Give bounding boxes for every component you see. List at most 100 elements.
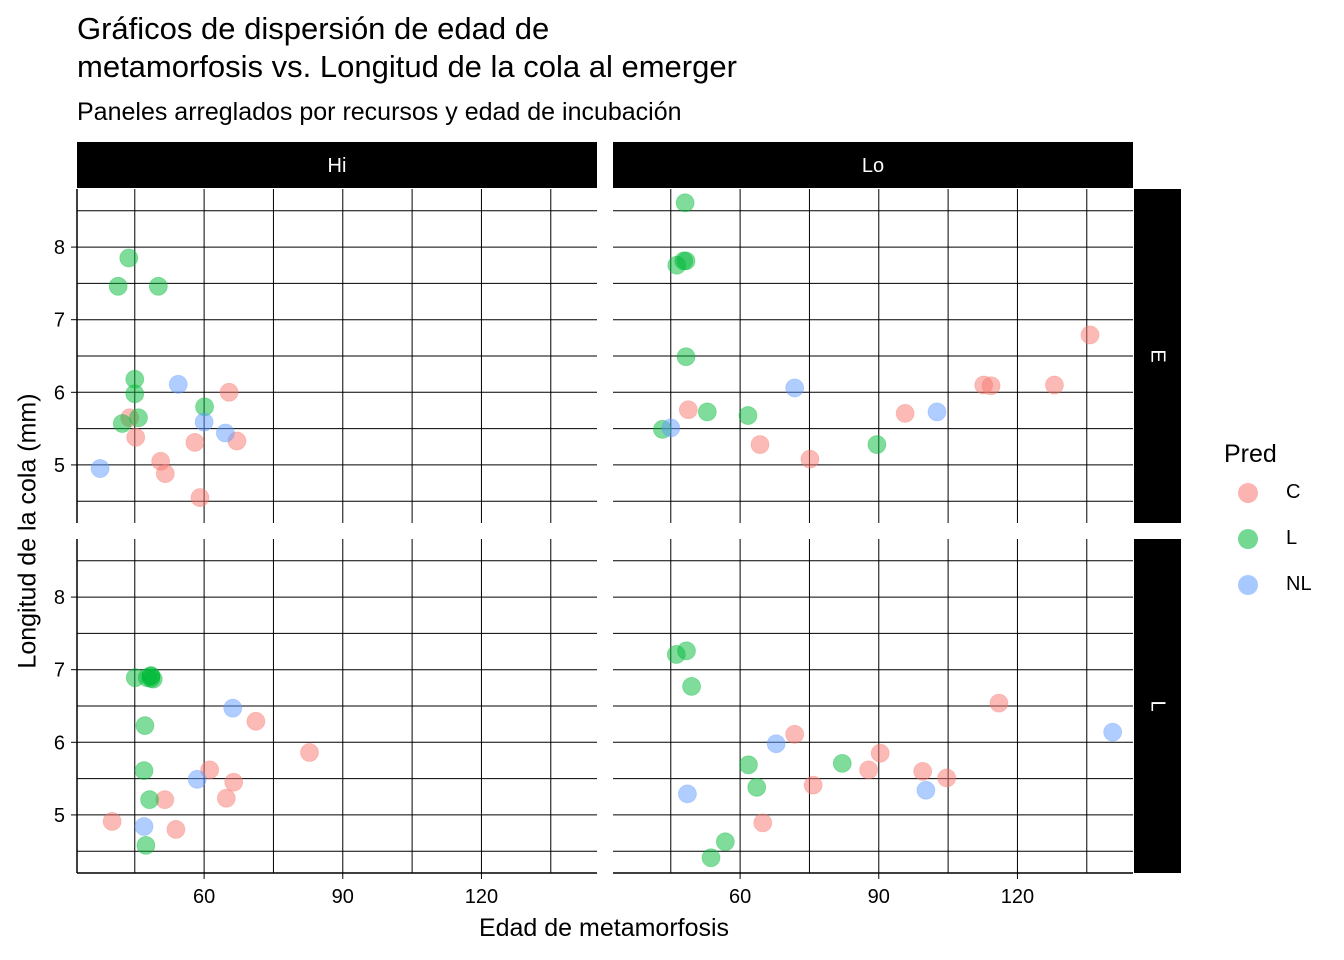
data-point-L: [715, 832, 735, 852]
facet-strip-Hi: [77, 142, 597, 188]
data-point-L: [140, 790, 159, 810]
x-axis-label: Edad de metamorfosis: [478, 914, 730, 942]
y-tick-label: 6: [54, 382, 65, 404]
data-point-C: [937, 768, 957, 788]
data-point-C: [190, 488, 210, 507]
data-point-L: [125, 384, 145, 404]
data-point-L: [677, 641, 696, 661]
chart-subtitle: Paneles arreglados por recursos y edad d…: [77, 98, 682, 126]
data-point-C: [246, 711, 266, 731]
legend-key-C: [1238, 483, 1258, 503]
data-point-C: [870, 743, 890, 763]
data-point-NL: [766, 734, 786, 754]
legend-item-L: L: [1224, 523, 1297, 569]
x-tick-label: 90: [868, 886, 890, 908]
legend-key-NL: [1238, 575, 1258, 595]
data-point-L: [143, 669, 163, 689]
data-point-L: [675, 193, 695, 213]
legend-items: C L NL: [1224, 477, 1312, 615]
legend: Pred C L NL: [1224, 440, 1312, 615]
data-point-C: [300, 743, 319, 762]
facet-strip-label-Hi: Hi: [328, 155, 347, 177]
chart-title: Gráficos de dispersión de edad de metamo…: [77, 11, 737, 84]
facet-strip-L: [1134, 539, 1181, 873]
data-point-NL: [223, 698, 243, 718]
data-point-C: [750, 435, 770, 454]
legend-item-C: C: [1224, 477, 1300, 523]
data-point-C: [185, 433, 205, 452]
legend-label-L: L: [1286, 527, 1298, 549]
data-point-L: [148, 276, 168, 296]
legend-item-NL: NL: [1224, 569, 1312, 615]
data-point-C: [1080, 325, 1100, 345]
data-point-NL: [678, 784, 697, 804]
data-point-C: [981, 376, 1001, 396]
y-tick-label: 7: [54, 310, 65, 332]
data-point-C: [913, 761, 933, 781]
y-tick-label: 6: [54, 732, 65, 754]
data-point-C: [678, 400, 698, 420]
data-point-C: [155, 464, 175, 484]
data-point-NL: [134, 817, 154, 836]
data-point-L: [676, 251, 696, 271]
x-tick-label: 120: [1001, 886, 1034, 908]
data-point-L: [112, 414, 132, 433]
data-point-C: [803, 775, 823, 795]
x-tick-label: 60: [729, 886, 751, 908]
data-point-C: [102, 812, 122, 831]
data-point-NL: [168, 374, 188, 394]
data-point-L: [136, 836, 156, 855]
x-tick-label: 60: [193, 886, 215, 908]
data-point-L: [867, 435, 887, 454]
data-point-L: [701, 848, 721, 868]
data-point-L: [832, 753, 852, 773]
data-point-L: [129, 408, 148, 428]
facet-strip-label-E: E: [1147, 349, 1169, 362]
y-tick-label: 5: [54, 455, 65, 477]
y-tick-label: 8: [54, 237, 65, 259]
data-point-L: [697, 402, 717, 422]
data-point-NL: [927, 402, 947, 422]
data-point-L: [134, 761, 154, 781]
data-point-L: [738, 406, 758, 425]
facet-strip-label-L: L: [1147, 700, 1169, 711]
data-point-C: [753, 813, 773, 833]
data-point-L: [682, 676, 701, 696]
y-tick-label: 8: [54, 587, 65, 609]
data-point-C: [166, 820, 186, 839]
legend-title: Pred: [1224, 440, 1277, 468]
x-tick-label: 90: [332, 886, 354, 908]
facet-strip-Lo: [613, 142, 1133, 188]
data-point-C: [1045, 375, 1064, 395]
data-point-NL: [90, 459, 110, 478]
x-tick-label: 120: [465, 886, 498, 908]
data-point-NL: [916, 780, 936, 800]
facet-strip-label-Lo: Lo: [862, 155, 884, 177]
data-point-L: [676, 347, 696, 367]
data-point-C: [126, 427, 146, 447]
data-point-C: [859, 760, 879, 780]
data-point-C: [224, 772, 244, 792]
data-point-L: [108, 276, 128, 296]
data-point-L: [135, 716, 155, 736]
y-tick-label: 5: [54, 805, 65, 827]
legend-label-NL: NL: [1286, 573, 1312, 595]
data-point-L: [119, 248, 139, 268]
y-tick-label: 7: [54, 660, 65, 682]
data-point-C: [800, 449, 820, 469]
facet-strip-E: [1134, 189, 1181, 523]
data-point-C: [219, 382, 239, 402]
data-point-L: [747, 777, 767, 797]
data-point-C: [216, 788, 236, 808]
data-point-C: [200, 760, 220, 780]
data-point-NL: [194, 412, 214, 432]
data-point-NL: [1103, 722, 1123, 742]
data-point-C: [785, 724, 805, 744]
legend-key-L: [1238, 529, 1258, 549]
legend-label-C: C: [1286, 481, 1301, 503]
data-point-NL: [785, 378, 805, 398]
data-point-NL: [661, 418, 681, 438]
data-point-C: [989, 693, 1009, 713]
data-point-NL: [187, 769, 207, 789]
